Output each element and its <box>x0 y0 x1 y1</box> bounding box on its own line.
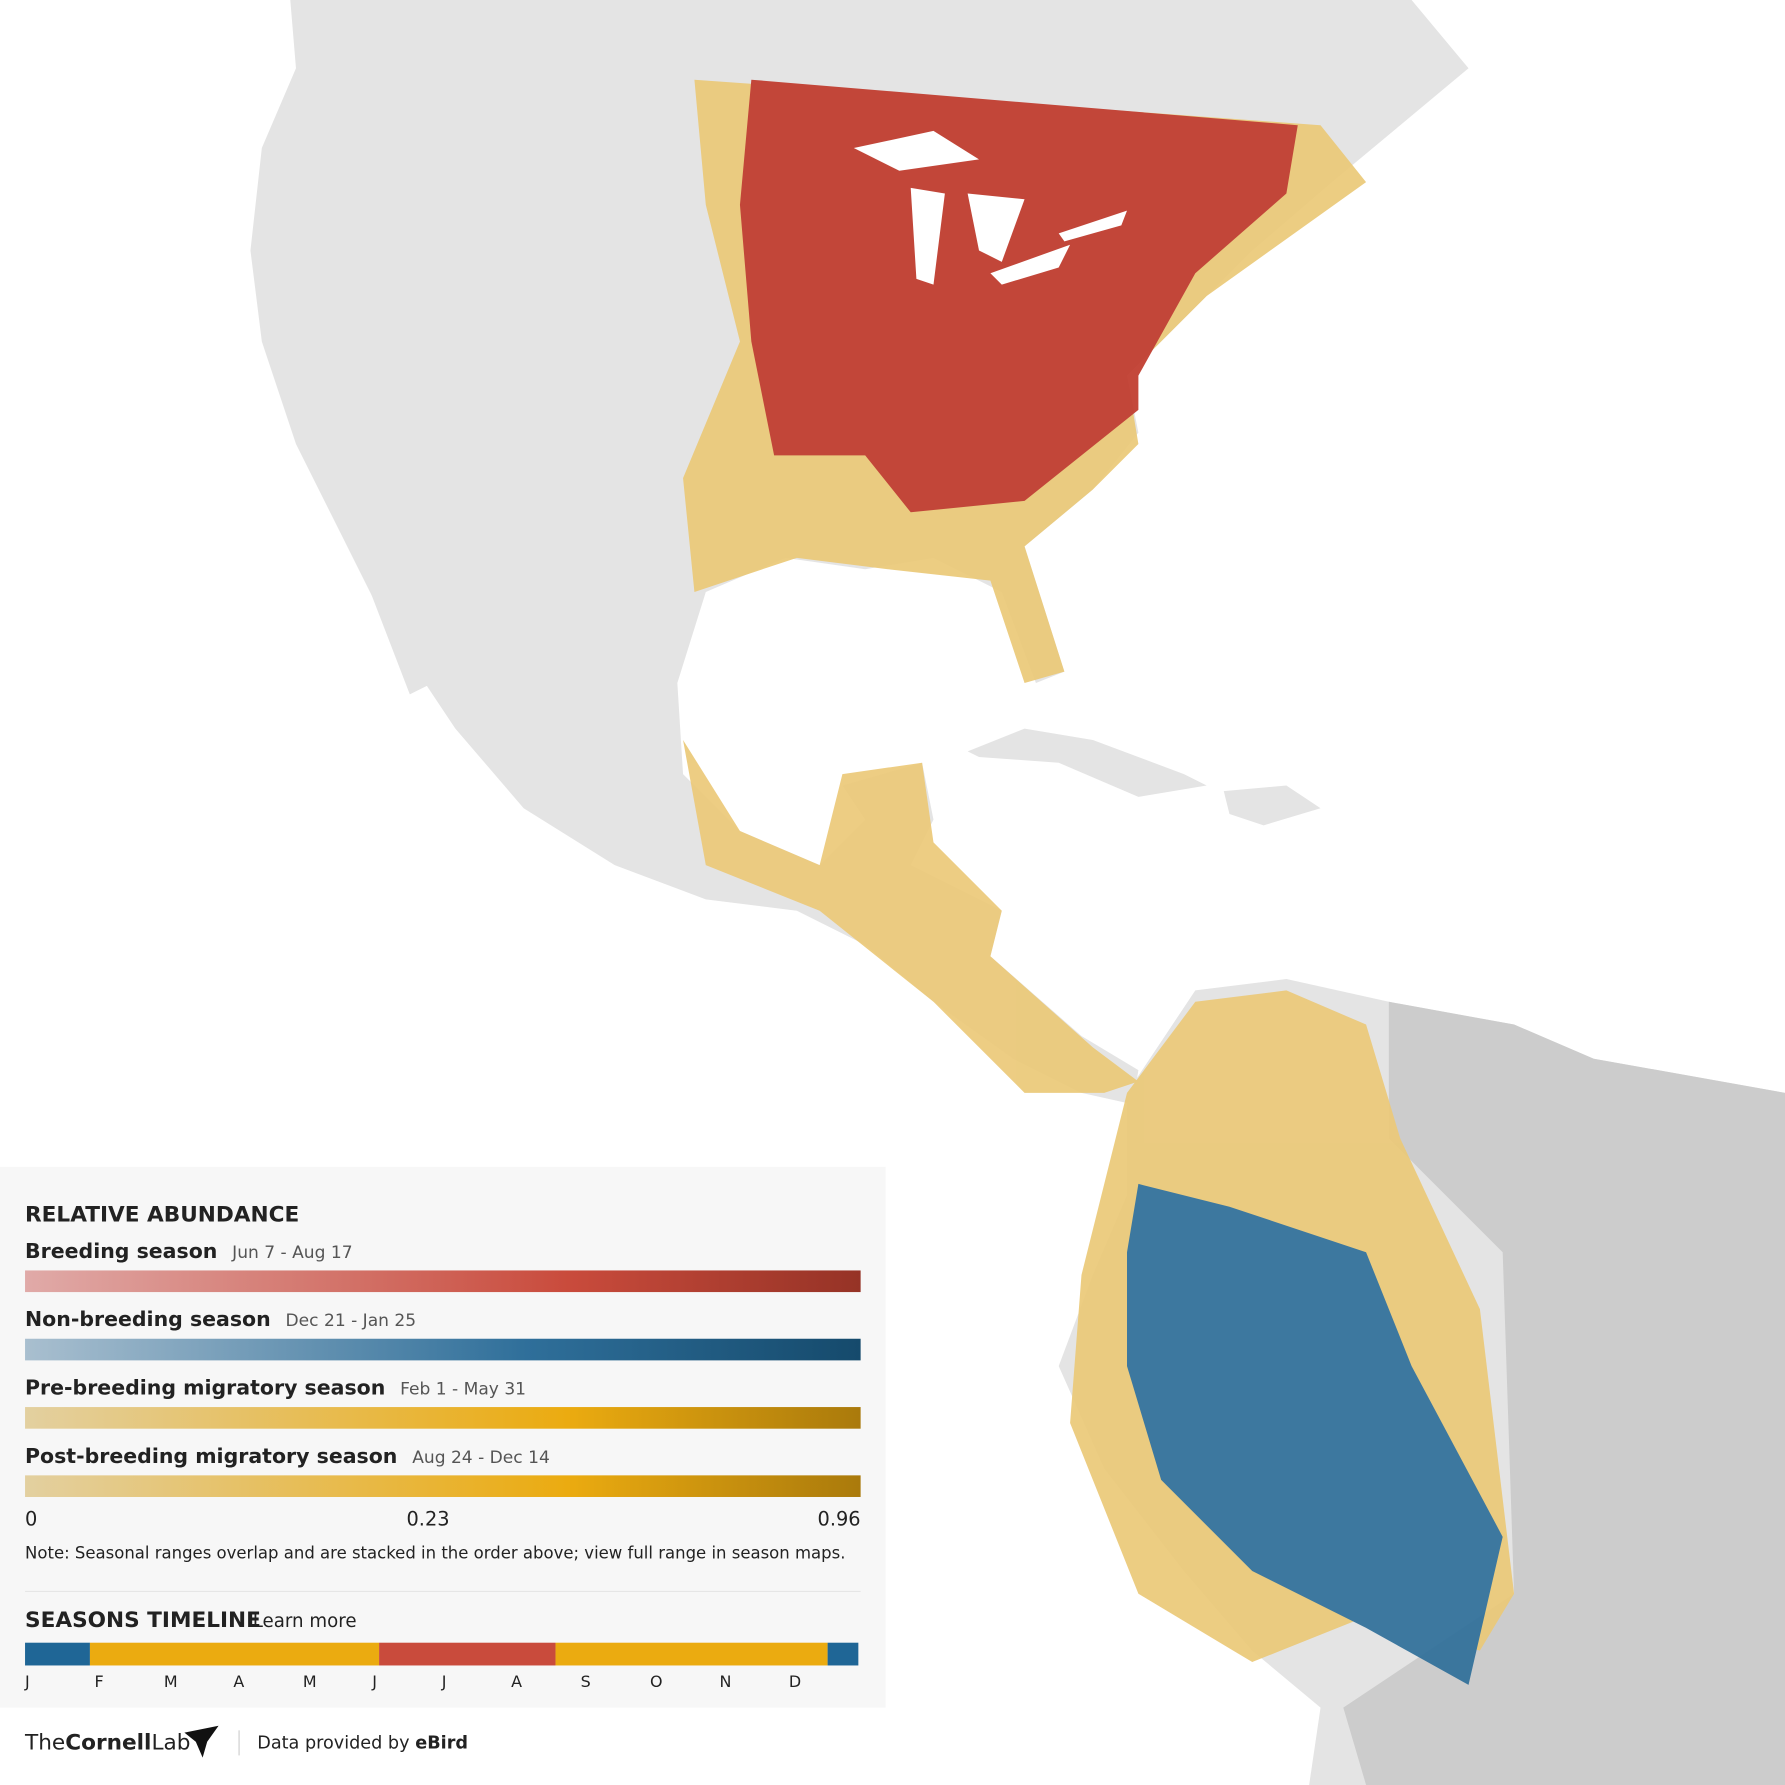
logo-prefix: The <box>24 1731 65 1756</box>
abundance-layer <box>683 79 1515 1685</box>
month-label: J <box>441 1672 447 1691</box>
lake <box>967 193 1025 262</box>
timeline-segment <box>25 1642 90 1666</box>
cuba <box>967 728 1207 797</box>
baja <box>352 478 433 695</box>
season-heading: Post-breeding migratory season Aug 24 - D… <box>25 1444 550 1468</box>
season-list: Breeding season Jun 7 - Aug 17 Non-breedin… <box>25 1239 861 1497</box>
logo-suffix: Lab <box>151 1731 190 1756</box>
season-ramp <box>25 1475 861 1497</box>
credit-source: eBird <box>415 1734 468 1754</box>
credit-text: Data provided by <box>257 1734 409 1754</box>
legend-note: Note: Seasonal ranges overlap and are st… <box>25 1543 845 1562</box>
timeline-segment <box>555 1642 828 1666</box>
legend-panel <box>0 1166 886 1708</box>
season-heading: Breeding season Jun 7 - Aug 17 <box>25 1239 353 1263</box>
season-dates: Aug 24 - Dec 14 <box>412 1448 550 1468</box>
timeline-segment <box>379 1642 556 1666</box>
timeline-title: SEASONS TIMELINE <box>25 1608 261 1633</box>
credit: Data provided by eBird <box>257 1734 468 1754</box>
season-heading: Non-breeding season Dec 21 - Jan 25 <box>25 1307 416 1331</box>
breeding-range <box>739 79 1298 513</box>
legend-title: RELATIVE ABUNDANCE <box>25 1202 299 1227</box>
scale-label: 0.96 <box>818 1507 861 1530</box>
season-ramp <box>25 1270 861 1293</box>
lake <box>910 187 945 285</box>
month-label: O <box>650 1672 663 1691</box>
south-america-east <box>1343 1001 1785 1785</box>
timeline-segment <box>827 1642 859 1666</box>
logo: TheCornellLab <box>24 1731 190 1756</box>
scale-label: 0 <box>25 1507 37 1530</box>
month-label: M <box>303 1672 317 1691</box>
month-label: S <box>581 1672 591 1691</box>
season-name: Pre-breeding migratory season <box>25 1376 385 1400</box>
scale-label: 0.23 <box>406 1507 449 1530</box>
month-label: A <box>233 1672 244 1691</box>
season-name: Breeding season <box>25 1239 217 1263</box>
month-label: D <box>789 1672 801 1691</box>
season-ramp <box>25 1407 861 1429</box>
great-lakes <box>853 130 1128 285</box>
season-name: Post-breeding migratory season <box>25 1444 397 1468</box>
month-label: J <box>371 1672 377 1691</box>
logo-bird <box>184 1725 219 1758</box>
migration-range-central <box>683 739 1139 1093</box>
season-name: Non-breeding season <box>25 1307 271 1331</box>
season-ramp <box>25 1338 861 1361</box>
season-dates: Dec 21 - Jan 25 <box>286 1311 417 1331</box>
season-heading: Pre-breeding migratory season Feb 1 - May… <box>25 1376 526 1400</box>
month-label: M <box>164 1672 178 1691</box>
season-dates: Feb 1 - May 31 <box>400 1380 526 1400</box>
learn-more-link[interactable]: Learn more <box>253 1611 357 1632</box>
lake <box>990 244 1071 285</box>
month-label: N <box>719 1672 731 1691</box>
hispaniola <box>1223 785 1321 826</box>
lake <box>1058 210 1128 242</box>
month-label: J <box>24 1672 30 1691</box>
timeline-bar <box>25 1642 859 1666</box>
month-label: F <box>94 1672 103 1691</box>
season-dates: Jun 7 - Aug 17 <box>231 1243 352 1263</box>
non-breeding-range <box>1127 1183 1503 1685</box>
logo-name: Cornell <box>65 1731 151 1756</box>
month-label: A <box>511 1672 522 1691</box>
lake <box>853 130 980 171</box>
timeline-segment <box>89 1642 380 1666</box>
